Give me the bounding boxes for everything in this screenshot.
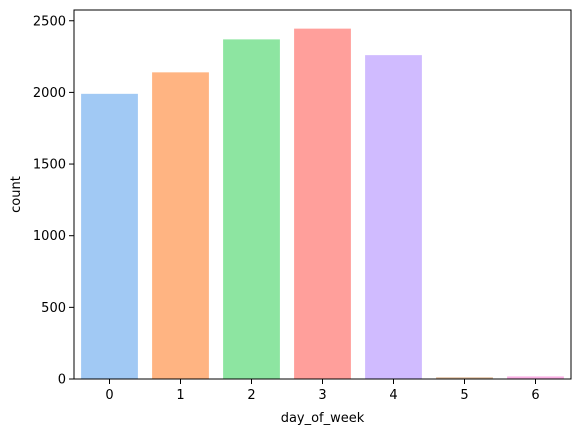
y-axis-ticks: 0 500 1000 1500 2000 2500	[33, 14, 74, 388]
y-tick-label: 1500	[33, 158, 66, 173]
bar-2	[223, 39, 280, 379]
bar-3	[294, 28, 351, 379]
bar-5	[436, 377, 493, 379]
x-axis-ticks: 0 1 2 3 4 5 6	[105, 379, 540, 403]
bar-6	[507, 376, 564, 379]
y-tick-label: 2500	[33, 14, 66, 29]
x-tick-label: 3	[318, 388, 326, 403]
x-tick-label: 4	[389, 388, 397, 403]
bar-0	[81, 93, 138, 379]
plot-frame	[73, 9, 572, 380]
x-axis-label: day_of_week	[281, 411, 365, 426]
x-tick-label: 2	[247, 388, 255, 403]
y-tick-label: 500	[41, 301, 66, 316]
bar-4	[365, 55, 422, 379]
y-tick-label: 2000	[33, 86, 66, 101]
x-tick-label: 6	[531, 388, 539, 403]
x-tick-label: 1	[176, 388, 184, 403]
y-tick-label: 1000	[33, 229, 66, 244]
x-tick-label: 5	[460, 388, 468, 403]
y-axis-label: count	[9, 176, 24, 213]
y-tick-label: 0	[58, 373, 66, 388]
x-tick-label: 0	[105, 388, 113, 403]
bar-1	[152, 72, 209, 379]
bars-group	[81, 28, 564, 379]
